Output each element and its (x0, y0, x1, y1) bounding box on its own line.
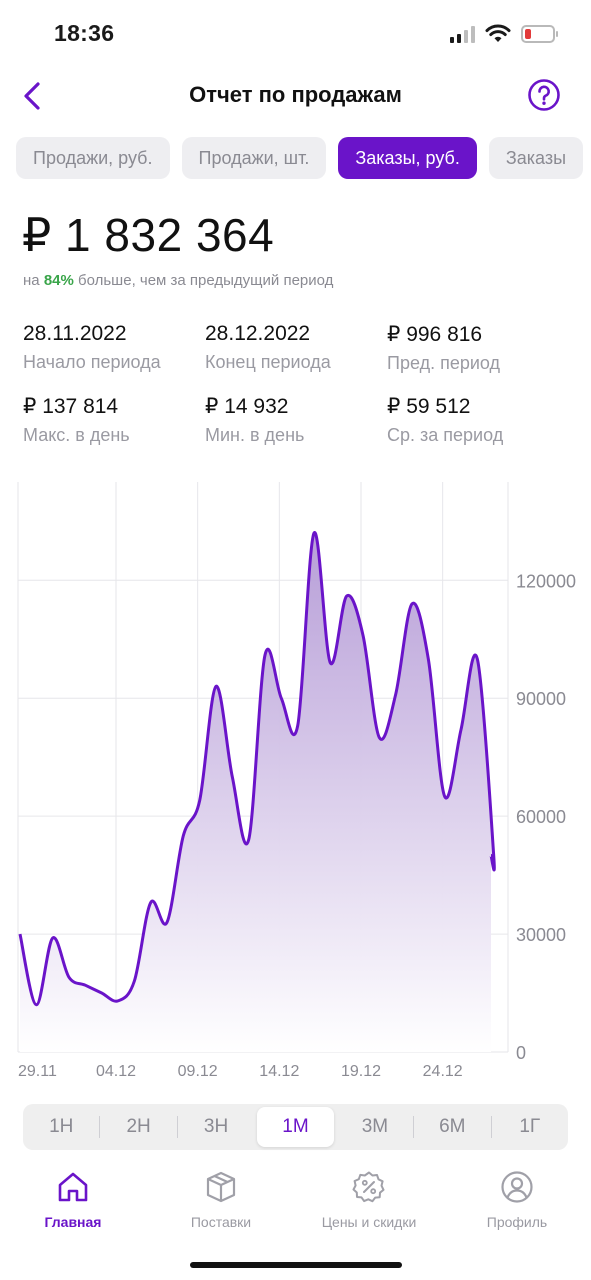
home-icon (58, 1172, 88, 1202)
nav-prices[interactable]: Цены и скидки (299, 1170, 439, 1230)
x-tick-label: 14.12 (259, 1063, 299, 1080)
orders-chart[interactable]: 0 30000 60000 90000 120000 29.11 04.12 09.12 14.… (0, 478, 591, 1088)
tab-sales-rub[interactable]: Продажи, руб. (16, 137, 170, 179)
stat-label: Мин. в день (205, 425, 305, 445)
battery-icon (521, 25, 558, 43)
compare-percent: 84% (43, 272, 74, 289)
compare-suffix: больше, чем за предыдущий период (78, 272, 334, 289)
x-tick-label: 19.12 (341, 1063, 381, 1080)
range-3w[interactable]: 3Н (203, 1116, 229, 1137)
nav-profile-label: Профиль (486, 1214, 548, 1230)
stat-value: ₽ 14 932 (205, 395, 289, 418)
status-icons (450, 22, 558, 46)
stat-min-per-day: ₽ 14 932 Мин. в день (205, 394, 385, 446)
stat-previous-period: ₽ 996 816 Пред. период (387, 322, 567, 374)
stat-period-start: 28.11.2022 Начало периода (23, 322, 203, 373)
nav-supplies-label: Поставки (190, 1214, 252, 1230)
stat-label: Пред. период (387, 353, 501, 373)
tab-orders[interactable]: Заказы (488, 137, 584, 179)
status-bar: 18:36 (0, 0, 591, 62)
box-icon (206, 1171, 236, 1203)
range-1w[interactable]: 1Н (49, 1116, 74, 1137)
range-divider (176, 1116, 178, 1138)
stat-value: 28.12.2022 (205, 322, 311, 345)
series-area (20, 532, 495, 1052)
total-amount: ₽ 1 832 364 (22, 209, 275, 261)
range-6m[interactable]: 6М (439, 1116, 466, 1137)
range-2w[interactable]: 2Н (126, 1116, 151, 1137)
range-1y[interactable]: 1Г (519, 1116, 541, 1137)
range-divider (413, 1116, 415, 1138)
stat-period-end: 28.12.2022 Конец периода (205, 322, 385, 373)
wifi-icon (485, 24, 511, 42)
back-button[interactable] (14, 78, 50, 114)
orders-chart-svg: 0 30000 60000 90000 120000 29.11 04.12 09.12 14.… (17, 482, 576, 1080)
x-tick-label: 04.12 (96, 1063, 136, 1080)
y-tick-label: 90000 (516, 689, 566, 709)
x-tick-label: 24.12 (423, 1063, 463, 1080)
stat-label: Макс. в день (23, 425, 130, 445)
nav-prices-label: Цены и скидки (321, 1214, 417, 1230)
nav-home-label: Главная (44, 1214, 102, 1230)
range-3m[interactable]: 3М (361, 1116, 389, 1137)
series-line (18, 531, 496, 1007)
home-indicator (190, 1262, 402, 1268)
stat-label: Начало периода (23, 352, 161, 372)
chevron-left-icon (24, 82, 40, 110)
nav-home[interactable]: Главная (3, 1170, 143, 1230)
status-time: 18:36 (54, 20, 115, 46)
metric-tabs: Продажи, руб. Продажи, шт. Заказы, руб. … (0, 130, 591, 190)
stat-label: Ср. за период (387, 425, 504, 445)
discount-icon (352, 1171, 385, 1203)
y-tick-label: 0 (516, 1043, 526, 1063)
compare-prefix: на (23, 272, 40, 289)
help-icon[interactable] (527, 78, 561, 112)
range-selector: 1Н 2Н 3Н 1М 3М 6М 1Г (23, 1104, 568, 1150)
stat-average: ₽ 59 512 Ср. за период (387, 394, 567, 446)
y-tick-label: 60000 (516, 807, 566, 827)
range-divider (99, 1116, 101, 1138)
y-tick-label: 30000 (516, 925, 566, 945)
stat-max-per-day: ₽ 137 814 Макс. в день (23, 394, 203, 446)
stat-value: 28.11.2022 (23, 322, 127, 345)
y-tick-label: 120000 (516, 571, 576, 591)
period-comparison: на 84% больше, чем за предыдущий период (23, 272, 333, 289)
x-tick-label: 09.12 (178, 1063, 218, 1080)
stat-value: ₽ 996 816 (387, 323, 483, 346)
x-tick-label: 29.11 (18, 1063, 57, 1080)
range-1m[interactable]: 1М (257, 1107, 334, 1147)
nav-profile[interactable]: Профиль (447, 1170, 587, 1230)
stat-value: ₽ 59 512 (387, 395, 471, 418)
stat-value: ₽ 137 814 (23, 395, 119, 418)
bottom-nav: Главная Поставки Цены и скидки Профиль (0, 1170, 591, 1240)
nav-supplies[interactable]: Поставки (151, 1170, 291, 1230)
nav-header: Отчет по продажам (0, 70, 591, 122)
stat-label: Конец периода (205, 352, 331, 372)
cellular-signal-icon (450, 25, 475, 43)
page-title: Отчет по продажам (189, 82, 402, 107)
tab-orders-rub[interactable]: Заказы, руб. (338, 137, 477, 179)
range-divider (490, 1116, 492, 1138)
profile-icon (501, 1171, 533, 1203)
tab-sales-pcs[interactable]: Продажи, шт. (181, 137, 327, 179)
